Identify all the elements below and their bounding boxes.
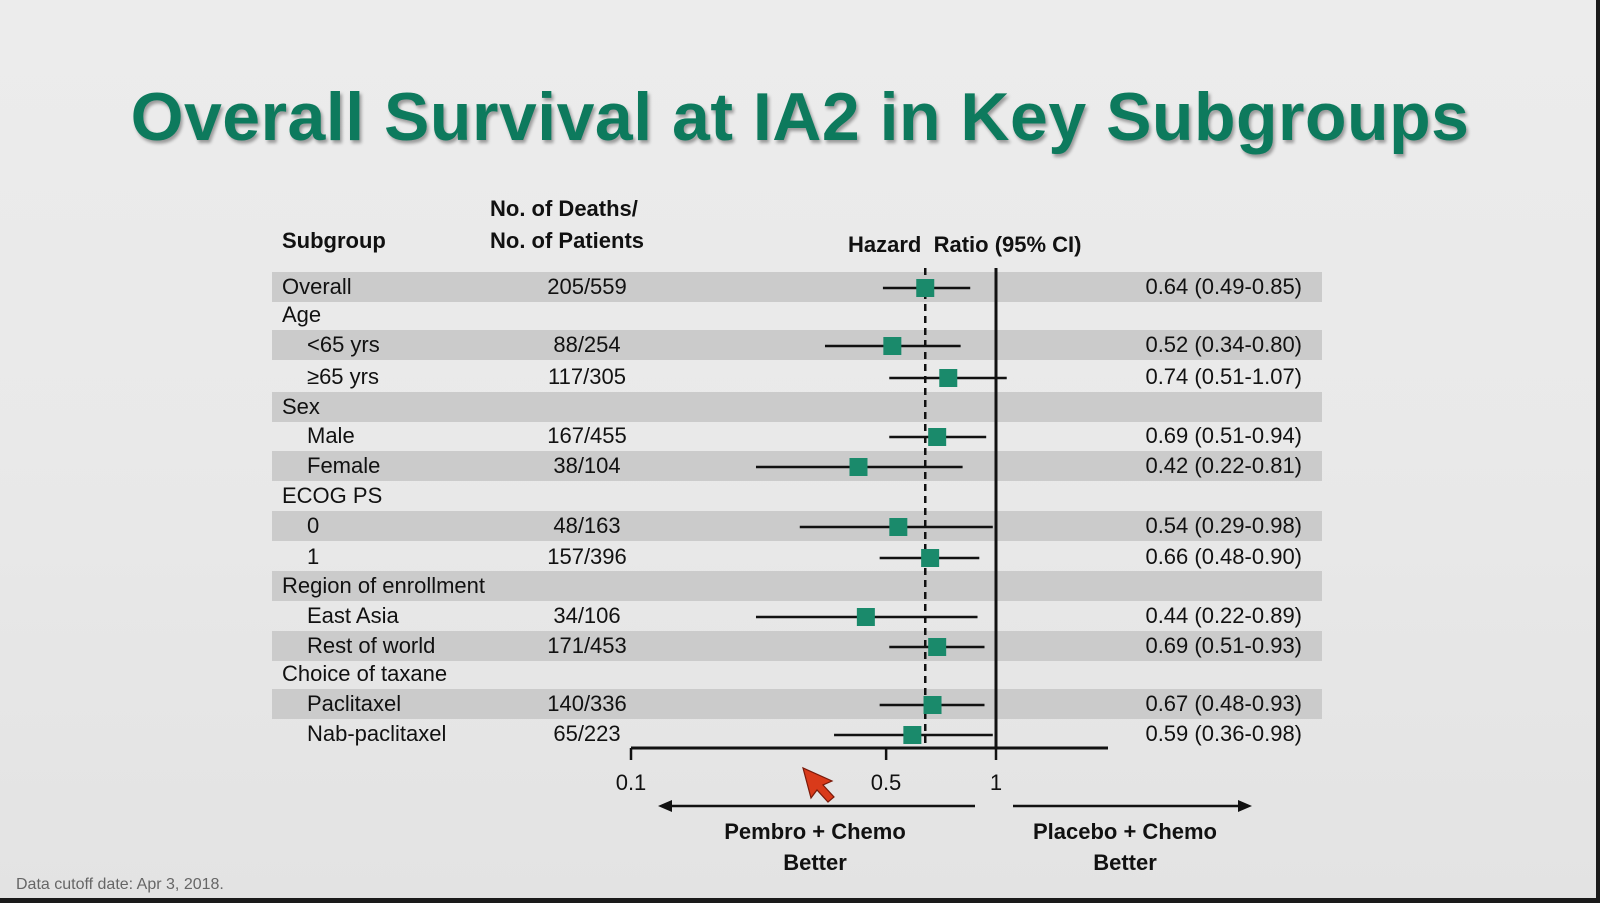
header-hazard-ratio: Hazard Ratio (95% CI): [848, 232, 1082, 257]
group-label: Overall: [282, 274, 352, 299]
header-deaths-line1: No. of Deaths/: [490, 196, 638, 221]
subgroup-label: <65 yrs: [307, 332, 380, 357]
footnote: Data cutoff date: Apr 3, 2018.: [16, 876, 224, 893]
deaths-count: 48/163: [553, 513, 621, 538]
hr-marker: [849, 458, 868, 476]
group-label: Age: [282, 302, 322, 327]
deaths-count: 65/223: [553, 721, 621, 746]
deaths-count: 34/106: [553, 603, 621, 628]
subgroup-label: Male: [307, 423, 355, 448]
row-band: [272, 392, 1322, 422]
row-band: [272, 511, 1322, 541]
subgroup-label: East Asia: [307, 603, 399, 628]
deaths-count: 205/559: [547, 274, 627, 299]
x-tick-label: 0.5: [870, 770, 902, 795]
hr-marker: [928, 638, 947, 656]
hr-marker: [939, 369, 958, 387]
hr-marker: [889, 518, 908, 536]
hr-ci-value: 0.44 (0.22-0.89): [1145, 603, 1302, 628]
hr-ci-value: 0.69 (0.51-0.94): [1145, 423, 1302, 448]
deaths-count: 167/455: [547, 423, 627, 448]
slide-title: Overall Survival at IA2 in Key Subgroups: [130, 79, 1470, 155]
group-label: ECOG PS: [282, 483, 383, 508]
hr-marker: [903, 726, 922, 744]
row-band: [272, 689, 1322, 719]
hr-ci-value: 0.67 (0.48-0.93): [1145, 691, 1302, 716]
subgroup-label: Paclitaxel: [307, 691, 402, 716]
x-tick-label: 0.1: [615, 770, 647, 795]
hr-marker: [921, 549, 940, 567]
hr-ci-value: 0.74 (0.51-1.07): [1145, 364, 1302, 389]
hr-ci-value: 0.52 (0.34-0.80): [1145, 332, 1302, 357]
header-deaths-line2: No. of Patients: [490, 228, 645, 253]
hr-ci-value: 0.42 (0.22-0.81): [1145, 453, 1302, 478]
hr-ci-value: 0.64 (0.49-0.85): [1145, 274, 1302, 299]
left-arrowhead: [658, 800, 672, 812]
cursor-pointer-icon: [802, 766, 835, 803]
deaths-count: 117/305: [548, 364, 626, 389]
hr-ci-value: 0.69 (0.51-0.93): [1145, 633, 1302, 658]
right-arrowhead: [1238, 800, 1252, 812]
group-label: Sex: [282, 394, 320, 419]
hr-marker: [883, 337, 902, 355]
deaths-count: 157/396: [547, 544, 627, 569]
subgroup-label: Rest of world: [307, 633, 436, 658]
row-band: [272, 571, 1322, 601]
subgroup-label: 0: [307, 513, 320, 538]
favors-placebo-line2: Better: [1093, 850, 1157, 875]
hr-ci-value: 0.54 (0.29-0.98): [1145, 513, 1302, 538]
header-subgroup: Subgroup: [282, 228, 386, 253]
group-label: Region of enrollment: [282, 573, 486, 598]
deaths-count: 38/104: [553, 453, 621, 478]
row-band: [272, 631, 1322, 661]
subgroup-label: Female: [307, 453, 381, 478]
hr-marker: [928, 428, 947, 446]
hr-ci-value: 0.59 (0.36-0.98): [1145, 721, 1302, 746]
favors-placebo-label: Placebo + Chemo Better: [1000, 816, 1250, 878]
favors-pembro-label: Pembro + Chemo Better: [690, 816, 940, 878]
deaths-count: 88/254: [553, 332, 621, 357]
favors-pembro-line2: Better: [783, 850, 847, 875]
deaths-count: 140/336: [547, 691, 627, 716]
hr-marker: [856, 608, 875, 626]
hr-ci-value: 0.66 (0.48-0.90): [1145, 544, 1302, 569]
favors-placebo-line1: Placebo + Chemo: [1032, 819, 1217, 844]
row-band: [272, 330, 1322, 360]
subgroup-label: ≥65 yrs: [307, 364, 379, 389]
favors-pembro-line1: Pembro + Chemo: [724, 819, 906, 844]
row-band: [272, 272, 1322, 302]
deaths-count: 171/453: [547, 633, 627, 658]
x-tick-label: 1: [989, 770, 1003, 795]
group-label: Choice of taxane: [282, 661, 448, 686]
subgroup-label: 1: [307, 544, 320, 569]
subgroup-label: Nab-paclitaxel: [307, 721, 447, 746]
hr-marker: [916, 279, 935, 297]
hr-marker: [923, 696, 942, 714]
